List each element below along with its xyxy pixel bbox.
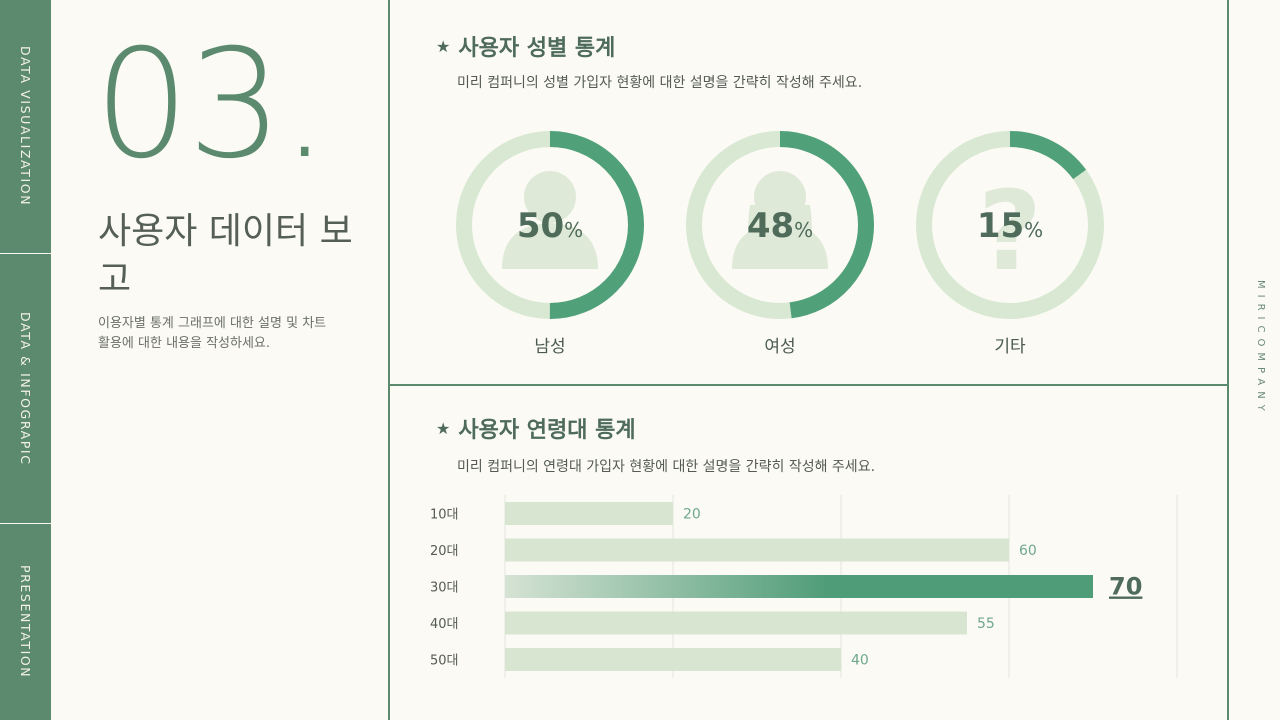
content-frame <box>388 0 1229 720</box>
section-number-dot: . <box>280 18 329 192</box>
donut-chart: 48% 여성 <box>680 128 880 358</box>
bar-value-label: 70 <box>1109 573 1142 601</box>
gender-section-title-text: 사용자 성별 통계 <box>458 36 616 61</box>
donut-chart: ? 15% 기타 <box>910 128 1110 358</box>
gender-section-desc: 미리 컴퍼니의 성별 가입자 현황에 대한 설명을 간략히 작성해 주세요. <box>457 75 863 91</box>
side-tab-label: PRESENTATION <box>18 565 33 679</box>
star-icon: ★ <box>436 36 451 56</box>
donut-value-unit: % <box>794 218 814 242</box>
donut-svg: ? <box>916 131 1104 319</box>
donut-value-unit: % <box>564 218 584 242</box>
page-description: 이용자별 통계 그래프에 대한 설명 및 차트 활용에 대한 내용을 작성하세요… <box>98 316 327 351</box>
bar <box>505 648 841 671</box>
donut-value: 15% <box>910 206 1110 246</box>
age-section-desc: 미리 컴퍼니의 연령대 가입자 현황에 대한 설명을 간략히 작성해 주세요. <box>457 459 876 475</box>
section-divider <box>388 384 1229 386</box>
donut-value: 50% <box>450 206 650 246</box>
age-section-title-text: 사용자 연령대 통계 <box>458 418 636 443</box>
donut-label: 기타 <box>994 337 1026 357</box>
bar <box>505 611 967 635</box>
category-label: 10대 <box>430 508 459 523</box>
question-mark-icon: ? <box>978 167 1042 295</box>
donut-value-number: 48 <box>746 206 795 246</box>
bar <box>505 502 673 525</box>
category-label: 20대 <box>430 544 459 559</box>
bar-value-label: 20 <box>683 507 701 523</box>
donut-label: 남성 <box>534 337 566 357</box>
donut-label: 여성 <box>764 337 796 357</box>
donut-value-unit: % <box>1024 218 1044 242</box>
donut-arc <box>916 131 1104 319</box>
donut-value: 48% <box>680 206 880 246</box>
section-number: 03. <box>94 30 329 180</box>
donut-chart: 50% 남성 <box>450 128 650 358</box>
svg-text:?: ? <box>978 167 1042 295</box>
page-title: 사용자 데이터 보고 <box>98 211 353 300</box>
age-section-title: ★ 사용자 연령대 통계 <box>436 412 636 444</box>
bar-value-label: 60 <box>1019 543 1037 559</box>
bar-value-label: 55 <box>977 616 995 632</box>
side-tab-presentation[interactable]: PRESENTATION <box>0 524 51 720</box>
donut-arc <box>686 131 874 319</box>
star-icon: ★ <box>436 418 451 438</box>
donut-svg <box>686 131 874 319</box>
female-person-icon <box>732 171 828 269</box>
age-bar-chart: 10대 20 20대 60 30대 70 40대 55 50대 40 <box>430 495 1178 678</box>
donut-value-number: 15 <box>976 206 1025 246</box>
category-label: 40대 <box>430 617 459 632</box>
bar <box>505 575 1093 598</box>
side-tab-data-infographic[interactable]: DATA & INFOGRAPIC <box>0 254 51 524</box>
male-person-icon <box>502 171 598 269</box>
side-tab-label: DATA VISUALIZATION <box>18 46 33 207</box>
side-tabs: DATA VISUALIZATION DATA & INFOGRAPIC PRE… <box>0 0 51 720</box>
donut-value-number: 50 <box>516 206 565 246</box>
bar <box>505 538 1009 562</box>
category-label: 30대 <box>430 581 459 596</box>
donut-svg <box>456 131 644 319</box>
side-tab-label: DATA & INFOGRAPIC <box>18 311 33 466</box>
gender-section-title: ★ 사용자 성별 통계 <box>436 30 615 62</box>
donut-arc <box>456 131 644 319</box>
side-tab-data-visualization[interactable]: DATA VISUALIZATION <box>0 0 51 254</box>
section-number-digits: 03 <box>94 18 283 192</box>
category-label: 50대 <box>430 654 459 669</box>
brand-label: MIRICOMPANY <box>1255 280 1266 417</box>
bar-value-label: 40 <box>851 653 869 669</box>
